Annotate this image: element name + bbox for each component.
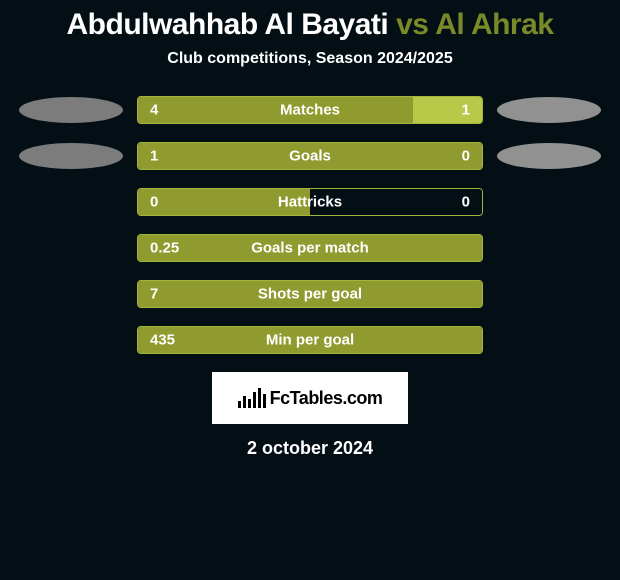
stat-label: Goals xyxy=(289,148,331,165)
stat-bar: 0 0 Hattricks xyxy=(137,188,483,216)
player-b-name: Al Ahrak xyxy=(435,8,553,41)
stat-row: 435 Min per goal xyxy=(0,326,620,354)
bar-segment-right xyxy=(413,97,482,123)
comparison-card: Abdulwahhab Al Bayati vs Al Ahrak Club c… xyxy=(0,0,620,580)
stat-label: Goals per match xyxy=(251,240,369,257)
stat-row: 7 Shots per goal xyxy=(0,280,620,308)
player-b-marker xyxy=(497,97,601,123)
title: Abdulwahhab Al Bayati vs Al Ahrak xyxy=(0,8,620,42)
stat-value-left: 4 xyxy=(150,102,158,119)
stat-bar: 4 1 Matches xyxy=(137,96,483,124)
stat-label: Min per goal xyxy=(266,332,354,349)
stat-value-left: 435 xyxy=(150,332,175,349)
stat-bar: 7 Shots per goal xyxy=(137,280,483,308)
stat-label: Shots per goal xyxy=(258,286,362,303)
stat-bar: 435 Min per goal xyxy=(137,326,483,354)
logo-bar xyxy=(243,396,246,408)
logo-text: FcTables.com xyxy=(270,388,383,409)
stat-row: 0 0 Hattricks xyxy=(0,188,620,216)
stat-value-left: 1 xyxy=(150,148,158,165)
vs-text: vs xyxy=(396,8,428,41)
stat-value-right: 1 xyxy=(462,102,470,119)
player-b-marker xyxy=(497,143,601,169)
stat-bar: 0.25 Goals per match xyxy=(137,234,483,262)
stat-label: Hattricks xyxy=(278,194,342,211)
bar-segment-left xyxy=(138,97,413,123)
fctables-logo[interactable]: FcTables.com xyxy=(212,372,408,424)
stat-value-left: 0.25 xyxy=(150,240,179,257)
stat-row: 4 1 Matches xyxy=(0,96,620,124)
stat-bar: 1 0 Goals xyxy=(137,142,483,170)
logo-bar xyxy=(258,388,261,408)
logo-bar xyxy=(263,394,266,408)
player-a-marker xyxy=(19,143,123,169)
logo-bar xyxy=(238,401,241,408)
stat-value-right: 0 xyxy=(462,194,470,211)
stat-value-left: 0 xyxy=(150,194,158,211)
stat-row: 0.25 Goals per match xyxy=(0,234,620,262)
stat-row: 1 0 Goals xyxy=(0,142,620,170)
logo-bar xyxy=(248,399,251,408)
date-text: 2 october 2024 xyxy=(0,438,620,459)
stat-label: Matches xyxy=(280,102,340,119)
stat-bars-area: 4 1 Matches 1 0 Goals 0 0 Hattricks 0.25 Goals per… xyxy=(0,96,620,354)
logo-bar xyxy=(253,392,256,408)
player-a-name: Abdulwahhab Al Bayati xyxy=(67,8,389,41)
player-a-marker xyxy=(19,97,123,123)
logo-chart-icon xyxy=(238,388,266,408)
subtitle: Club competitions, Season 2024/2025 xyxy=(0,50,620,68)
stat-value-left: 7 xyxy=(150,286,158,303)
stat-value-right: 0 xyxy=(462,148,470,165)
